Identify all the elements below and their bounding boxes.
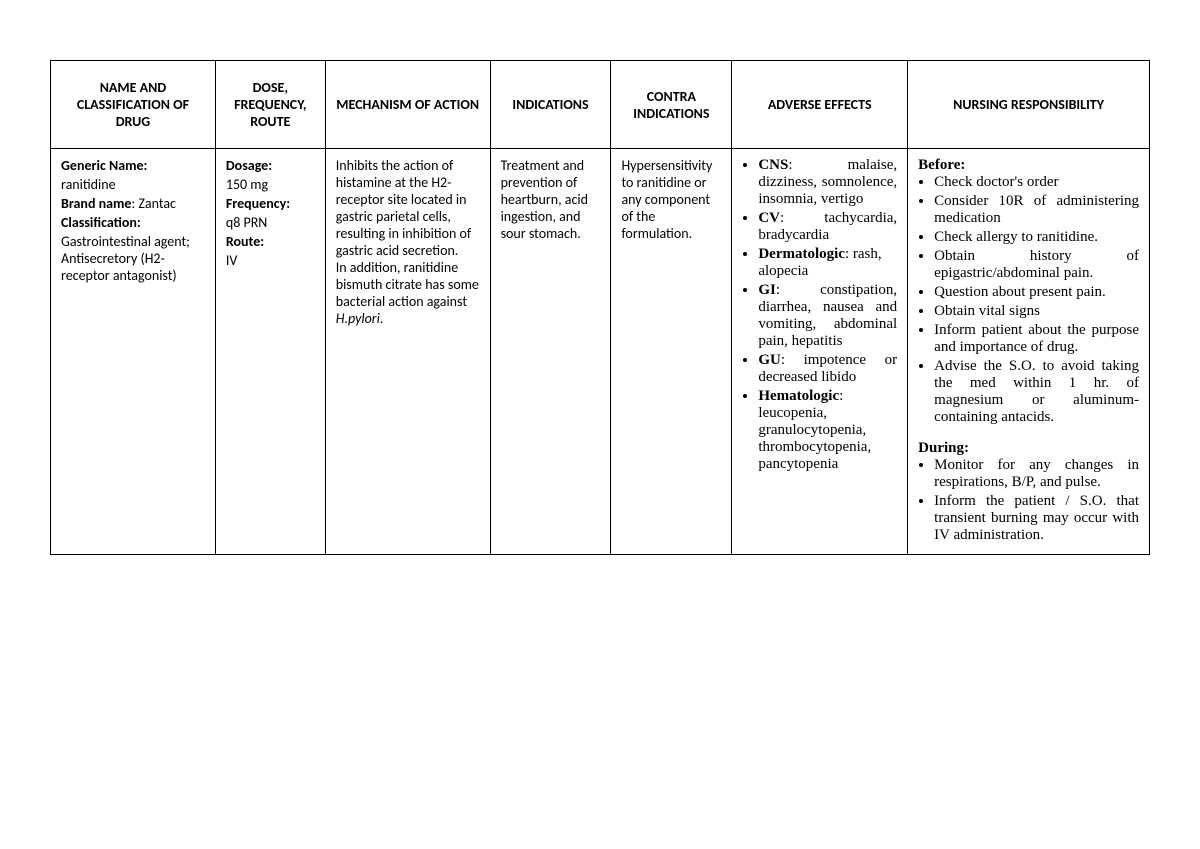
cell-contra: Hypersensitivity to ranitidine or any co… (611, 149, 732, 555)
header-contra: CONTRA INDICATIONS (611, 61, 732, 149)
adverse-hema: Hematologic: leucopenia, granulocytopeni… (758, 388, 897, 473)
table-row: Generic Name: ranitidine Brand name: Zan… (51, 149, 1150, 555)
adverse-derm: Dermatologic: rash, alopecia (758, 246, 897, 280)
cell-adverse: CNS: malaise, dizziness, somnolence, ins… (732, 149, 908, 555)
adverse-cns: CNS: malaise, dizziness, somnolence, ins… (758, 157, 897, 208)
adverse-gu: GU: impotence or decreased libido (758, 352, 897, 386)
nursing-during-label: During: (918, 440, 1139, 457)
adverse-list: CNS: malaise, dizziness, somnolence, ins… (742, 157, 897, 473)
cell-dose: Dosage: 150 mg Frequency: q8 PRN Route: … (215, 149, 325, 555)
header-dose: DOSE, FREQUENCY, ROUTE (215, 61, 325, 149)
adverse-hema-label: Hematologic (758, 388, 839, 404)
nursing-before-1: Check doctor's order (934, 174, 1139, 191)
nursing-before-2: Consider 10R of administering medication (934, 193, 1139, 227)
adverse-derm-label: Dermatologic (758, 246, 845, 262)
dosage-label: Dosage: (226, 157, 272, 174)
nursing-before-5: Question about present pain. (934, 284, 1139, 301)
brand-name-label: Brand name (61, 195, 131, 212)
mechanism-hpylori: H.pylori (336, 310, 380, 327)
adverse-cns-label: CNS (758, 157, 788, 173)
route: IV (226, 252, 315, 269)
mechanism-dot: . (380, 310, 384, 327)
classification: Gastrointestinal agent; Antisecretory (H… (61, 233, 205, 284)
cell-indications: Treatment and prevention of heartburn, a… (490, 149, 611, 555)
header-name: NAME AND CLASSIFICATION OF DRUG (51, 61, 216, 149)
mechanism-p1: Inhibits the action of histamine at the … (336, 157, 480, 259)
header-indications: INDICATIONS (490, 61, 611, 149)
route-label: Route: (226, 233, 264, 250)
cell-name: Generic Name: ranitidine Brand name: Zan… (51, 149, 216, 555)
adverse-gu-label: GU (758, 352, 781, 368)
adverse-gi-text: : constipation, diarrhea, nausea and vom… (758, 282, 897, 349)
adverse-cv-label: CV (758, 210, 780, 226)
nursing-before-list: Check doctor's order Consider 10R of adm… (918, 174, 1139, 426)
dosage: 150 mg (226, 176, 315, 193)
nursing-before-8: Advise the S.O. to avoid taking the med … (934, 358, 1139, 426)
header-mechanism: MECHANISM OF ACTION (325, 61, 490, 149)
header-nursing: NURSING RESPONSIBILITY (908, 61, 1150, 149)
table-header-row: NAME AND CLASSIFICATION OF DRUG DOSE, FR… (51, 61, 1150, 149)
nursing-before-label: Before: (918, 157, 1139, 174)
generic-name: ranitidine (61, 176, 205, 193)
nursing-during-1: Monitor for any changes in respirations,… (934, 457, 1139, 491)
drug-table: NAME AND CLASSIFICATION OF DRUG DOSE, FR… (50, 60, 1150, 555)
brand-name: : Zantac (131, 195, 175, 212)
nursing-before-4: Obtain history of epigastric/abdominal p… (934, 248, 1139, 282)
cell-mechanism: Inhibits the action of histamine at the … (325, 149, 490, 555)
adverse-gi: GI: constipation, diarrhea, nausea and v… (758, 282, 897, 350)
mechanism-p2: In addition, ranitidine bismuth citrate … (336, 259, 479, 310)
frequency-label: Frequency: (226, 195, 290, 212)
generic-name-label: Generic Name: (61, 157, 147, 174)
classification-label: Classification: (61, 214, 141, 231)
adverse-cv: CV: tachycardia, bradycardia (758, 210, 897, 244)
nursing-during-list: Monitor for any changes in respirations,… (918, 457, 1139, 544)
nursing-during-2: Inform the patient / S.O. that transient… (934, 493, 1139, 544)
nursing-before-6: Obtain vital signs (934, 303, 1139, 320)
nursing-before-7: Inform patient about the purpose and imp… (934, 322, 1139, 356)
frequency: q8 PRN (226, 214, 315, 231)
header-adverse: ADVERSE EFFECTS (732, 61, 908, 149)
nursing-before-3: Check allergy to ranitidine. (934, 229, 1139, 246)
adverse-gi-label: GI (758, 282, 776, 298)
adverse-cv-text: : tachycardia, bradycardia (758, 210, 897, 243)
cell-nursing: Before: Check doctor's order Consider 10… (908, 149, 1150, 555)
